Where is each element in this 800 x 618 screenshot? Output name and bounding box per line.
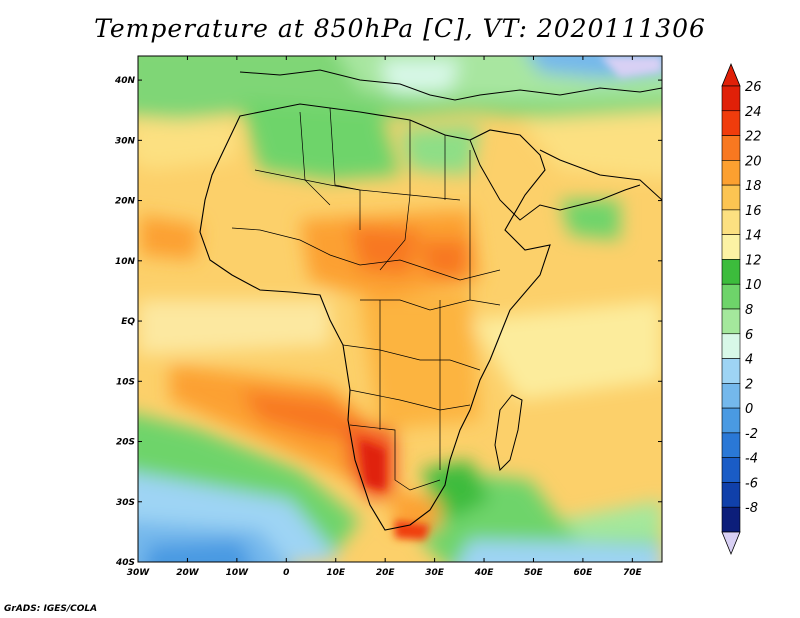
map-title: Temperature at 850hPa [C], VT: 202011130… (94, 14, 706, 43)
colorbar-swatch (721, 85, 741, 112)
lat-tick-label: 10N (115, 257, 136, 267)
temperature-field (138, 56, 662, 562)
colorbar-label: 20 (745, 154, 762, 169)
colorbar-label: -4 (745, 452, 758, 467)
colorbar-swatch (721, 308, 741, 335)
lon-tick-label: 20E (376, 568, 396, 578)
colorbar-label: 12 (745, 253, 762, 268)
lon-tick-label: 50E (524, 568, 544, 578)
lat-tick-label: 20S (116, 438, 135, 448)
colorbar-label: 8 (745, 303, 753, 318)
lat-tick-label: 40S (115, 558, 135, 568)
colorbar-label: 26 (745, 80, 762, 95)
colorbar-label: -8 (745, 501, 758, 516)
colorbar-label: 2 (745, 377, 753, 392)
colorbar-swatch (721, 160, 741, 186)
colorbar-label: -2 (745, 427, 758, 442)
colorbar-label: -6 (745, 476, 758, 491)
colorbar-swatch (721, 333, 741, 359)
lat-tick-label: 40N (114, 76, 136, 86)
colorbar-label: 16 (745, 204, 762, 219)
lon-tick-label: 70E (623, 568, 643, 578)
colorbar-over-triangle (721, 62, 741, 87)
colorbar-swatch (721, 506, 741, 533)
colorbar-swatch (721, 482, 741, 508)
colorbar-label: 10 (745, 278, 762, 293)
lon-tick-label: 0 (283, 568, 289, 578)
colorbar-swatch (721, 259, 741, 285)
colorbar-swatch (721, 209, 741, 235)
colorbar-label: 6 (745, 328, 753, 343)
lon-tick-label: 10W (226, 568, 250, 578)
colorbar-swatch (721, 457, 741, 483)
colorbar-label: 18 (745, 179, 762, 194)
colorbar-swatch (721, 110, 741, 136)
colorbar-swatch (721, 383, 741, 409)
lon-tick-label: 60E (574, 568, 594, 578)
lat-tick-label: 20N (115, 197, 136, 207)
longitude-axis: 30W 20W 10W 0 10E 20E 30E 40E 50E 60E 70E (127, 56, 643, 578)
lat-tick-label: 30N (115, 136, 136, 146)
colorbar-label: 14 (745, 229, 762, 244)
colorbar-swatch (721, 407, 741, 434)
latitude-axis: 40N 30N 20N 10N EQ 10S 20S 30S 40S (114, 76, 662, 568)
colorbar-swatch (721, 358, 741, 384)
grads-credit: GrADS: IGES/COLA (4, 604, 98, 614)
colorbar-under-triangle (721, 531, 741, 556)
colorbar-label: 22 (745, 130, 762, 145)
colorbar-swatch (721, 432, 741, 458)
colorbar-label: 0 (745, 402, 753, 417)
lon-tick-label: 30W (127, 568, 151, 578)
colorbar-swatch (721, 184, 741, 211)
colorbar-label: 4 (745, 353, 753, 368)
colorbar-swatch (721, 283, 741, 310)
lat-tick-label: 10S (116, 377, 135, 387)
lat-tick-label: EQ (121, 317, 135, 327)
colorbar-swatch (721, 135, 741, 161)
lon-tick-label: 10E (326, 568, 346, 578)
lon-tick-label: 30E (425, 568, 445, 578)
colorbar-label: 24 (745, 105, 762, 120)
colorbar-swatch (721, 234, 741, 260)
lon-tick-label: 40E (474, 568, 495, 578)
lon-tick-label: 20W (176, 568, 200, 578)
lat-tick-label: 30S (116, 498, 135, 508)
